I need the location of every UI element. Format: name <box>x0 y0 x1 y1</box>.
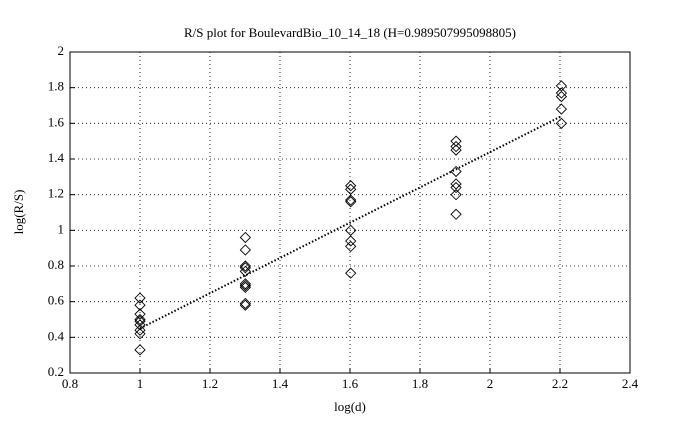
scatter-point <box>239 262 251 274</box>
scatter-point <box>555 90 568 103</box>
y-tick-label: 1.4 <box>48 150 65 165</box>
scatter-point <box>450 181 462 194</box>
y-tick-label: 1.2 <box>48 186 64 201</box>
x-tick-label: 1.6 <box>342 376 359 391</box>
x-axis-label: log(d) <box>334 399 366 414</box>
scatter-point <box>239 299 251 311</box>
scatter-point <box>450 178 462 190</box>
scatter-point <box>345 196 357 208</box>
scatter-point <box>134 344 146 356</box>
scatter-point <box>134 324 146 336</box>
scatter-point <box>239 244 251 256</box>
scatter-point <box>134 328 146 340</box>
y-tick-label: 1.8 <box>48 79 64 94</box>
scatter-point <box>450 140 462 153</box>
fit-line <box>139 115 562 330</box>
scatter-point <box>345 183 357 195</box>
scatter-point <box>450 144 462 156</box>
scatter-point <box>345 240 357 253</box>
scatter-point <box>555 87 568 99</box>
scatter-point <box>134 319 146 331</box>
scatter-point <box>345 194 357 206</box>
y-tick-label: 0.6 <box>48 293 65 308</box>
x-tick-label: 0.8 <box>62 376 78 391</box>
chart-title: R/S plot for BoulevardBio_10_14_18 (H=0.… <box>184 25 516 40</box>
y-tick-label: 2 <box>58 43 65 58</box>
y-tick-label: 0.2 <box>48 364 64 379</box>
x-tick-label: 2 <box>487 376 494 391</box>
scatter-point <box>345 267 357 279</box>
y-tick-label: 0.4 <box>48 328 65 343</box>
scatter-point <box>345 235 357 247</box>
scatter-point <box>239 231 251 244</box>
x-tick-label: 2.2 <box>552 376 568 391</box>
y-axis-label: log(R/S) <box>11 190 26 235</box>
scatter-point <box>239 265 251 277</box>
x-tick-label: 1 <box>137 376 144 391</box>
scatter-point <box>450 189 462 201</box>
y-tick-label: 0.8 <box>48 257 64 272</box>
scatter-point <box>555 103 568 115</box>
scatter-point <box>239 279 251 292</box>
scatter-point <box>134 315 146 327</box>
scatter-point <box>239 297 251 310</box>
scatter-point <box>555 80 568 92</box>
y-tick-label: 1 <box>58 221 65 236</box>
x-tick-label: 1.8 <box>412 376 428 391</box>
scatter-point <box>134 299 146 311</box>
x-tick-label: 1.4 <box>272 376 289 391</box>
x-tick-label: 1.2 <box>202 376 218 391</box>
scatter-point <box>134 308 146 320</box>
scatter-point <box>239 278 251 290</box>
scatter-point <box>450 135 462 147</box>
scatter-point <box>555 117 568 129</box>
scatter-point <box>134 292 146 304</box>
scatter-point <box>450 208 462 220</box>
scatter-point <box>239 281 251 294</box>
x-tick-label: 2.4 <box>622 376 639 391</box>
scatter-point <box>345 180 357 192</box>
y-tick-label: 1.6 <box>48 114 65 129</box>
scatter-point <box>239 260 251 272</box>
scatter-point <box>345 224 357 236</box>
scatter-point <box>134 313 146 326</box>
